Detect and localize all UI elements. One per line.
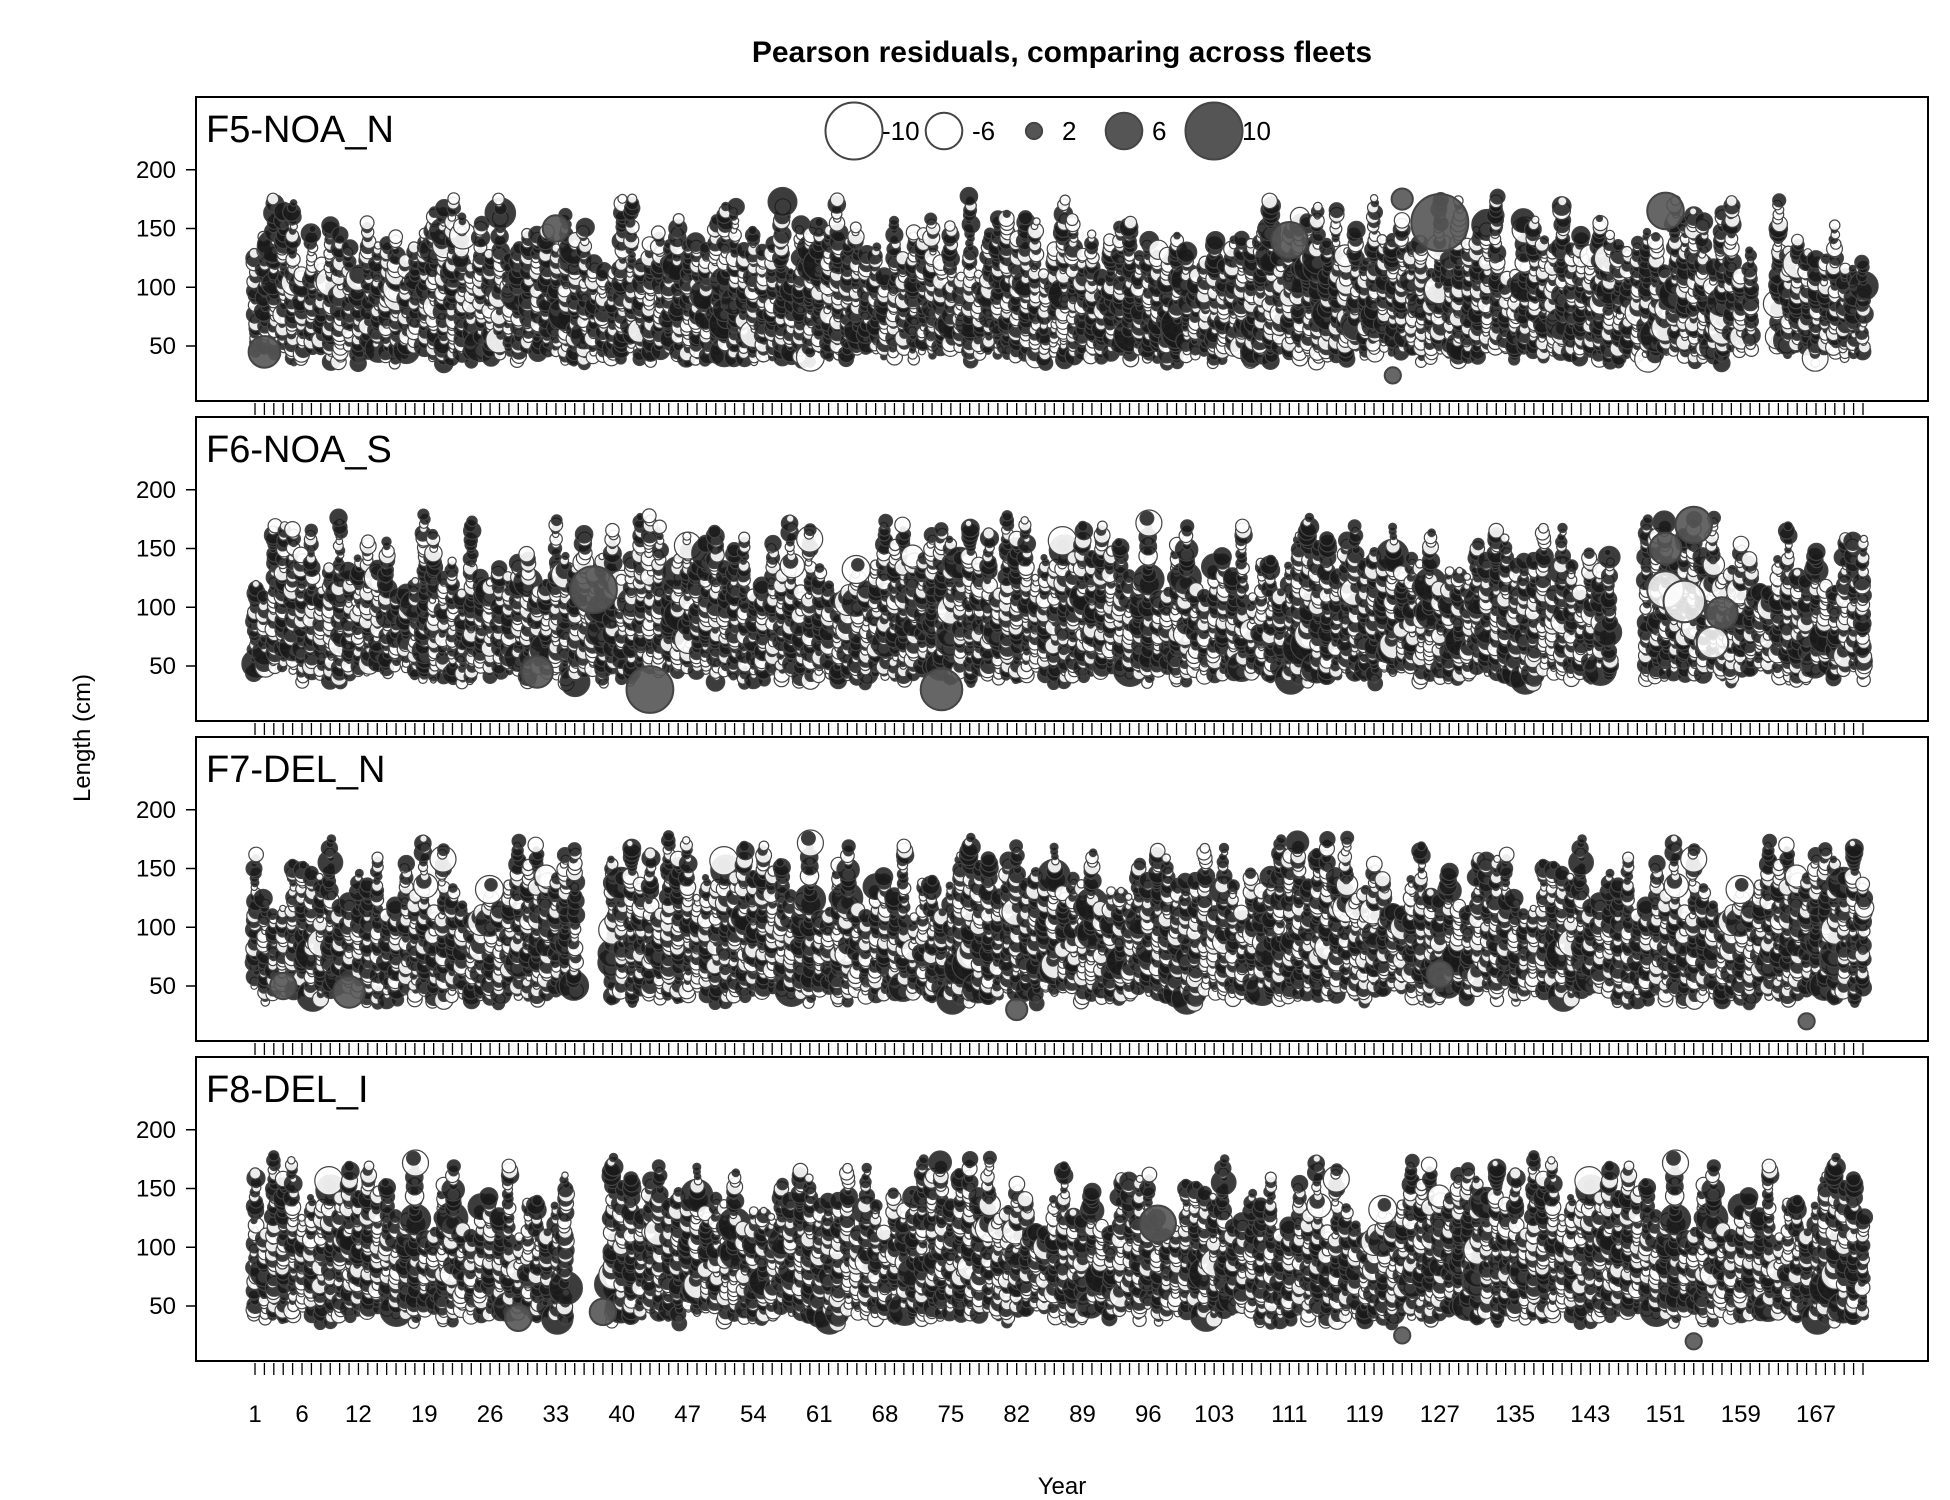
residual-point (650, 225, 666, 241)
residual-points (245, 186, 1879, 385)
residual-point-large (1383, 366, 1402, 385)
residual-point (1790, 233, 1804, 247)
residual-point (1032, 217, 1041, 226)
residual-point (323, 562, 335, 574)
residual-point (1002, 209, 1011, 218)
residual-point (727, 197, 745, 216)
residual-point (1745, 246, 1754, 256)
residual-point (1848, 264, 1857, 273)
residual-point (1688, 207, 1698, 216)
y-tick-label: 50 (149, 333, 176, 360)
residual-point (1065, 213, 1079, 227)
residual-point (1059, 194, 1071, 206)
residual-point (767, 186, 798, 217)
residual-point (1642, 227, 1652, 237)
chart-title: Pearson residuals, comparing across flee… (752, 36, 1372, 69)
residual-point-large (1410, 193, 1470, 253)
residual-point (944, 220, 956, 232)
residual-point (1361, 257, 1370, 267)
residual-point (1347, 220, 1366, 240)
residual-point (872, 242, 882, 252)
residual-point (1539, 235, 1550, 245)
residual-points (241, 505, 1873, 714)
residual-point (1369, 193, 1379, 203)
residual-point (1772, 193, 1787, 208)
y-tick-label: 100 (136, 274, 176, 301)
residual-point (627, 193, 638, 204)
y-tick-label: 150 (136, 216, 176, 243)
residual-point (331, 226, 349, 244)
residual-point (1312, 201, 1323, 212)
residual-point (341, 239, 359, 257)
residual-point (353, 554, 362, 563)
residual-point (1261, 192, 1278, 210)
panel-f5-noa-n: F5-NOA_N 50 100 150 200 (136, 96, 1929, 415)
residual-point-large (247, 335, 282, 369)
residual-point (747, 225, 758, 236)
residual-point (1621, 245, 1633, 258)
residual-point (959, 186, 979, 206)
residual-point (575, 217, 595, 237)
residual-point (492, 192, 505, 206)
residual-point (1205, 230, 1226, 251)
residual-point-large (1390, 187, 1414, 211)
residual-point (888, 215, 900, 226)
residual-point (1017, 210, 1034, 226)
residual-point-large (1646, 191, 1685, 231)
residual-point (304, 523, 318, 538)
residual-point (457, 212, 467, 222)
residual-point (1694, 212, 1714, 232)
residual-point (1489, 188, 1506, 205)
residual-point (329, 508, 348, 527)
y-tick-label: 200 (136, 157, 176, 184)
residual-point (361, 534, 376, 549)
residual-point (266, 192, 280, 206)
residual-point (359, 215, 375, 231)
residual-point (849, 221, 862, 234)
residual-point (1604, 229, 1616, 241)
residual-point (1173, 231, 1181, 240)
residual-point (1175, 241, 1198, 263)
residual-point (289, 199, 298, 207)
residual-point (308, 224, 317, 233)
residual-point (1595, 214, 1604, 223)
residual-point (1328, 202, 1345, 219)
residual-point (1725, 195, 1738, 208)
residual-point (284, 521, 301, 538)
residual-point (1571, 225, 1591, 246)
residual-point (1531, 215, 1540, 224)
residual-point (447, 192, 461, 206)
x-minor-ticks (254, 403, 1864, 415)
residual-point (1123, 215, 1138, 230)
residual-point (1393, 212, 1411, 229)
residual-point-large (1270, 221, 1309, 260)
residual-point (829, 192, 845, 208)
residual-point (1828, 219, 1841, 231)
panel-label: F5-NOA_N (206, 109, 394, 151)
residual-point (251, 579, 260, 589)
residual-point (924, 212, 938, 226)
residual-point (1086, 229, 1097, 239)
residual-point (617, 193, 628, 204)
panels: F5-NOA_N50100150200F6-NOA_S50100150200F7… (136, 96, 1929, 1375)
residual-point (814, 217, 825, 228)
residual-point (672, 213, 685, 226)
residual-point (1854, 254, 1870, 270)
residual-point-large (541, 214, 571, 243)
residual-point (1320, 237, 1333, 250)
residual-point (1557, 196, 1568, 207)
residual-point (388, 229, 404, 245)
residual-point (1651, 232, 1661, 242)
